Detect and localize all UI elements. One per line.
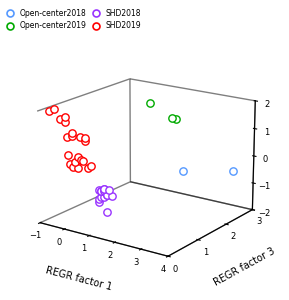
Y-axis label: REGR factor 3: REGR factor 3 [212, 246, 277, 288]
Legend: Open-center2018, Open-center2019, SHD2018, SHD2019: Open-center2018, Open-center2019, SHD201… [0, 6, 144, 34]
X-axis label: REGR factor 1: REGR factor 1 [44, 265, 113, 292]
